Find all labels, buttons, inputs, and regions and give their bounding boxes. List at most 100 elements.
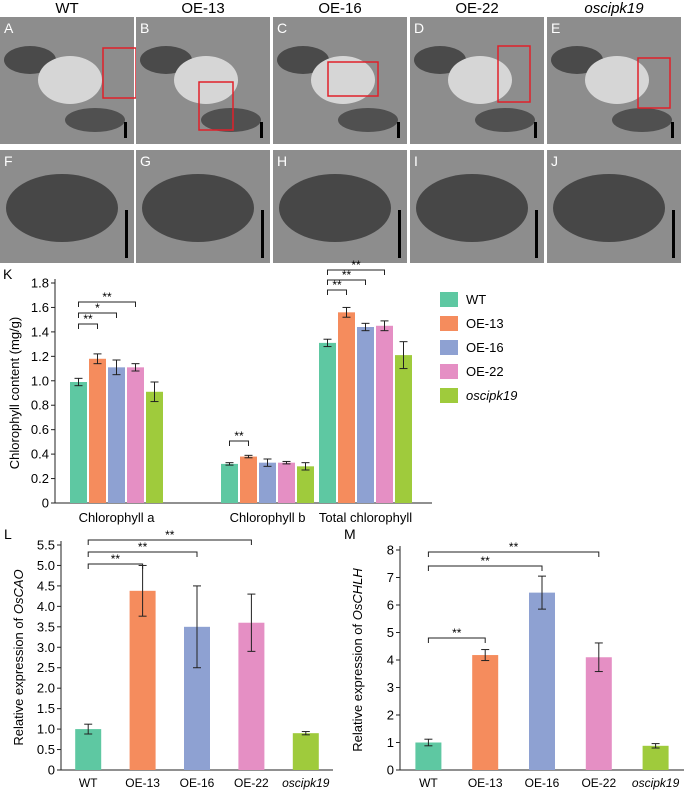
y-tick-label: 3.5 (37, 619, 55, 634)
y-tick-label: 2.0 (37, 681, 55, 696)
y-tick-label: 1.8 (31, 276, 49, 291)
x-category-label: oscipk19 (282, 776, 330, 790)
bar (415, 742, 442, 770)
y-tick-label: 1.6 (31, 300, 49, 315)
bar (529, 592, 555, 770)
chloroplast-shape (140, 46, 192, 74)
legend-label: OE-22 (466, 364, 504, 379)
y-tick-label: 1.5 (37, 701, 55, 716)
y-axis-label-gene: OsCAO (11, 569, 26, 614)
highlight-box (327, 61, 379, 97)
x-category-label: OE-22 (581, 776, 616, 790)
y-tick-label: 0.8 (31, 398, 49, 413)
scale-bar (671, 122, 674, 138)
bar (221, 463, 238, 503)
legend-label: oscipk19 (466, 388, 517, 403)
panel-letter: F (4, 153, 13, 169)
panel-letter: L (4, 526, 12, 542)
y-tick-label: 0.2 (31, 471, 49, 486)
panel-k-chart: K 0 0.2 0.4 0.6 0.8 1.0 1.2 1.4 1.6 1.8 Chlorophyll… (3, 258, 517, 525)
y-axis-label-text: Relative expression of (11, 614, 26, 746)
highlight-box (497, 45, 531, 103)
vacuole-shape (585, 56, 649, 104)
panel-letter: G (140, 153, 151, 169)
significance-bracket (78, 301, 136, 307)
highlight-box (198, 81, 234, 131)
significance-label: ** (165, 528, 175, 542)
y-tick-label: 7 (387, 570, 394, 585)
y-tick-label: 4.0 (37, 599, 55, 614)
significance-label: ** (83, 312, 93, 326)
vacuole-shape (448, 56, 512, 104)
panel-title: OE-13 (181, 0, 224, 17)
chloroplast-shape (277, 46, 329, 74)
panel-title: OE-22 (455, 0, 498, 17)
significance-label: ** (342, 268, 352, 282)
x-category-label: WT (419, 776, 438, 790)
scale-bar (398, 210, 401, 258)
y-axis-label: Relative expression of OsCHLH (350, 568, 365, 752)
y-tick-label: 0 (48, 763, 55, 778)
legend-swatch (440, 364, 458, 379)
bar (129, 590, 156, 770)
x-category-label: oscipk19 (632, 776, 680, 790)
significance-label: ** (332, 278, 342, 292)
legend-swatch (440, 316, 458, 331)
panel-l-chart: L 0 0.5 1.0 1.5 2.0 2.5 3.0 3.5 4.0 4.5 5.0 5.5 Relat… (4, 526, 333, 790)
y-tick-label: 0.5 (37, 742, 55, 757)
bar (297, 466, 314, 503)
panel-letter: A (4, 20, 14, 36)
legend-label: WT (466, 292, 486, 307)
significance-label: ** (111, 552, 121, 566)
vacuole-shape (311, 56, 375, 104)
significance-label: ** (509, 540, 519, 554)
significance-bracket (78, 323, 98, 329)
bar (89, 358, 106, 503)
chloroplast-shape (338, 108, 398, 132)
bar (292, 733, 319, 770)
legend-swatch (440, 388, 458, 403)
y-axis-label-text: Relative expression of (350, 620, 365, 752)
significance-bracket (229, 440, 249, 446)
y-tick-label: 3.0 (37, 640, 55, 655)
scale-bar (124, 122, 127, 138)
y-tick-label: 0 (42, 496, 49, 511)
chloroplast-shape (553, 174, 665, 242)
y-tick-label: 2.5 (37, 660, 55, 675)
y-axis-label-gene: OsCHLH (350, 568, 365, 621)
chloroplast-shape (201, 108, 261, 132)
significance-bracket (427, 551, 600, 557)
significance-label: ** (234, 429, 244, 443)
y-tick-label: 4.5 (37, 578, 55, 593)
significance-label: ** (351, 258, 361, 272)
y-axis-label: Chlorophyll content (mg/g) (7, 317, 22, 469)
x-category-label: Chlorophyll a (79, 510, 156, 525)
bar (338, 312, 355, 503)
x-category-label: OE-13 (125, 776, 160, 790)
significance-bracket (427, 565, 543, 571)
significance-bracket (87, 551, 198, 557)
y-tick-label: 0.6 (31, 422, 49, 437)
significance-bracket (87, 539, 252, 545)
panel-title: oscipk19 (584, 0, 644, 17)
bar (259, 462, 276, 503)
x-category-label: OE-16 (525, 776, 560, 790)
significance-label: ** (452, 626, 462, 640)
y-tick-label: 1.4 (31, 324, 49, 339)
chloroplast-shape (416, 174, 528, 242)
bar (585, 657, 612, 770)
chloroplast-shape (612, 108, 672, 132)
scale-bar (260, 122, 263, 138)
chloroplast-shape (6, 174, 118, 242)
scale-bar (261, 210, 264, 258)
vacuole-shape (174, 56, 238, 104)
y-tick-label: 5.5 (37, 538, 55, 553)
panel-letter: H (277, 153, 287, 169)
significance-bracket (327, 279, 366, 285)
y-tick-label: 3 (387, 680, 394, 695)
y-tick-label: 8 (387, 543, 394, 558)
legend-swatch (440, 292, 458, 307)
significance-label: * (95, 301, 100, 315)
bar (108, 367, 125, 503)
